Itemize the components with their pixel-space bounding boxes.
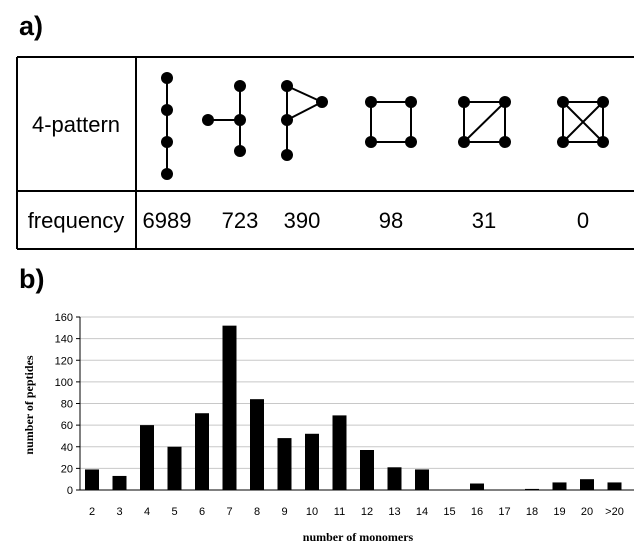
pattern-triangle-tail-graph	[281, 80, 328, 161]
panel-a-label: a)	[19, 11, 44, 41]
x-tick-label: 15	[443, 506, 455, 518]
bar	[250, 399, 264, 490]
x-tick-label: 11	[334, 506, 345, 518]
x-tick-label: 8	[254, 506, 260, 518]
row-header-4-pattern: 4-pattern	[32, 112, 120, 137]
bar	[112, 475, 127, 490]
y-tick-label: 0	[67, 485, 73, 497]
y-axis-title: number of peptides	[22, 355, 36, 454]
x-axis-title: number of monomers	[303, 530, 414, 543]
bar	[305, 433, 319, 490]
x-tick-label: 2	[89, 506, 95, 518]
y-tick-label: 120	[55, 355, 73, 367]
x-tick-label: 5	[171, 506, 177, 518]
row-header-frequency: frequency	[28, 208, 125, 233]
pattern-star-graph	[202, 80, 246, 157]
pattern-complete-graph	[557, 96, 609, 148]
axes: 0 20 40 60 80 100 120 140 160 2 3 4 5 6 7 8 9 10 11 12 13 14 1…	[55, 312, 634, 518]
y-tick-label: 40	[61, 442, 73, 454]
x-tick-label: 3	[116, 506, 122, 518]
x-tick-label: 14	[416, 506, 428, 518]
x-tick-label: 13	[388, 506, 400, 518]
x-tick-label: 18	[526, 506, 538, 518]
bar	[195, 413, 209, 490]
pattern-square-diagonal-graph	[458, 96, 511, 148]
x-tick-label: 12	[361, 506, 373, 518]
bar-chart: 0 20 40 60 80 100 120 140 160 2 3 4 5 6 7 8 9 10 11 12 13 14 1…	[22, 312, 634, 543]
frequency-value: 98	[379, 208, 403, 233]
y-tick-label: 140	[55, 334, 73, 346]
bar	[387, 467, 402, 490]
bar	[140, 425, 154, 490]
grid-lines	[80, 316, 634, 469]
y-tick-label: 20	[61, 463, 73, 475]
frequency-value: 31	[472, 208, 496, 233]
frequency-value: 6989	[143, 208, 192, 233]
bar	[85, 469, 99, 490]
frequency-value: 390	[284, 208, 321, 233]
bar	[580, 479, 594, 490]
pattern-table: 4-pattern frequency	[16, 56, 634, 250]
x-tick-label: 10	[306, 506, 318, 518]
bar	[222, 325, 237, 490]
x-tick-label: 4	[144, 506, 150, 518]
bar	[332, 415, 347, 490]
bar	[607, 482, 622, 490]
bar	[277, 438, 292, 490]
y-tick-label: 80	[61, 399, 73, 411]
x-tick-label: 17	[498, 506, 510, 518]
bar	[167, 446, 182, 490]
bars	[85, 325, 622, 490]
bar	[470, 483, 484, 490]
x-tick-label: 7	[226, 506, 232, 518]
bar	[525, 488, 539, 490]
x-tick-label: 19	[553, 506, 565, 518]
bar	[415, 469, 429, 490]
y-tick-label: 160	[55, 312, 73, 324]
x-tick-label: 6	[199, 506, 205, 518]
y-tick-label: 100	[55, 377, 73, 389]
x-tick-label: 16	[471, 506, 483, 518]
bar	[360, 449, 374, 490]
x-tick-label: >20	[605, 506, 624, 518]
x-tick-label: 20	[581, 506, 593, 518]
panel-b-label: b)	[19, 264, 45, 294]
frequency-value: 0	[577, 208, 589, 233]
x-tick-label: 9	[281, 506, 287, 518]
frequency-value: 723	[222, 208, 259, 233]
y-tick-label: 60	[61, 420, 73, 432]
pattern-path-graph	[161, 72, 173, 180]
pattern-square-graph	[365, 96, 417, 148]
bar	[552, 482, 567, 490]
